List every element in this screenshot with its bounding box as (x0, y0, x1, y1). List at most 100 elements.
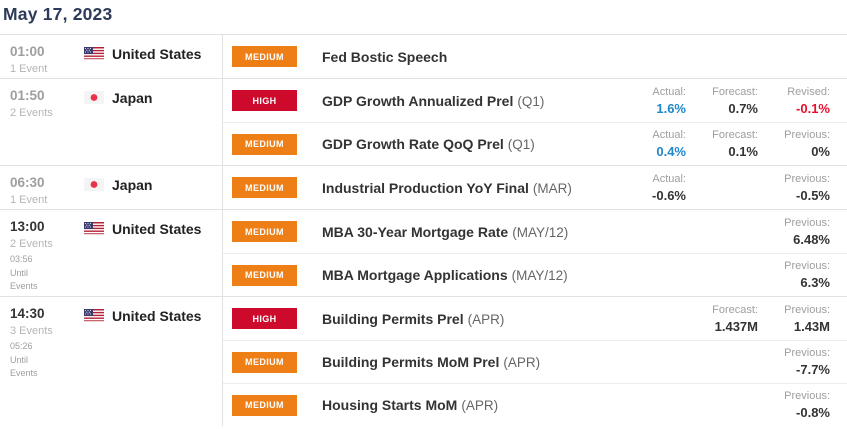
country-cell[interactable]: Japan (84, 166, 152, 209)
value-slot-forecast: Forecast: 0.7% (686, 86, 758, 116)
importance-badge: MEDIUM (232, 46, 297, 67)
importance-badge: MEDIUM (232, 133, 297, 155)
countdown-word-events: Events (10, 368, 38, 378)
countdown-word-events: Events (10, 281, 38, 291)
event-period: (MAR) (532, 180, 572, 196)
countdown-time: 05:26 (10, 341, 33, 351)
event-row[interactable]: HIGH Building Permits Prel (APR) Forecast… (223, 297, 847, 340)
value-label: Previous: (784, 172, 830, 185)
value-slot-empty (614, 260, 686, 290)
value-slot-previous: Previous: -7.7% (758, 347, 830, 377)
calendar-group: 06:30 1 Event Japan MEDIUM Industrial Pr… (0, 165, 847, 209)
event-values: Previous: -0.8% (614, 390, 847, 420)
time-column: 01:00 1 Event (0, 35, 84, 78)
event-name: MBA 30-Year Mortgage Rate (MAY/12) (322, 223, 569, 240)
value-label: Previous: (784, 260, 830, 272)
time-column: 01:50 2 Events (0, 79, 84, 165)
japan-flag-icon (84, 178, 104, 191)
countdown-timer: 03:56 Until Events (10, 253, 84, 294)
event-name: Building Permits MoM Prel (APR) (322, 354, 541, 370)
actual-value: 1.6% (656, 100, 686, 116)
calendar-group: 13:00 2 Events 03:56 Until Events United… (0, 209, 847, 296)
event-period: (MAY/12) (511, 268, 568, 283)
event-row[interactable]: MEDIUM Fed Bostic Speech (223, 35, 847, 78)
event-values: Forecast: 1.437M Previous: 1.43M (614, 304, 847, 334)
japan-flag-icon (84, 91, 104, 104)
previous-value: -7.7% (796, 362, 830, 377)
value-slot-forecast: Forecast: 1.437M (686, 304, 758, 334)
date-header: May 17, 2023 (0, 0, 847, 35)
value-label: Previous: (784, 347, 830, 359)
group-left-cell: 14:30 3 Events 05:26 Until Events United… (0, 297, 223, 426)
value-label: Previous: (784, 129, 830, 141)
previous-value: 6.3% (800, 275, 830, 290)
importance-badge: MEDIUM (232, 394, 297, 416)
us-flag-icon (84, 47, 104, 60)
events-list: HIGH Building Permits Prel (APR) Forecast… (223, 297, 847, 426)
event-row[interactable]: MEDIUM Housing Starts MoM (APR) Previous:… (223, 383, 847, 426)
event-name: MBA Mortgage Applications (MAY/12) (322, 267, 568, 283)
value-slot-empty (686, 217, 758, 247)
countdown-time: 03:56 (10, 254, 33, 264)
time-label: 06:30 (10, 175, 45, 190)
importance-badge: HIGH (232, 90, 297, 111)
time-label: 01:50 (10, 88, 45, 103)
events-list: MEDIUM Industrial Production YoY Final (M… (223, 166, 847, 209)
event-period: (Q1) (507, 137, 535, 152)
events-count: 1 Event (10, 63, 48, 75)
value-slot-empty (614, 347, 686, 377)
event-row[interactable]: MEDIUM MBA 30-Year Mortgage Rate (MAY/12)… (223, 210, 847, 253)
time-label: 13:00 (10, 219, 45, 234)
value-slot-actual: Actual: -0.6% (614, 173, 686, 203)
event-row[interactable]: MEDIUM Building Permits MoM Prel (APR) Pr… (223, 340, 847, 383)
country-cell[interactable]: United States (84, 210, 201, 296)
event-row[interactable]: MEDIUM MBA Mortgage Applications (MAY/12)… (223, 253, 847, 296)
event-row[interactable]: HIGH GDP Growth Annualized Prel (Q1) Actu… (223, 79, 847, 122)
event-name: Building Permits Prel (APR) (322, 310, 505, 327)
events-count: 2 Events (10, 238, 53, 250)
event-row[interactable]: MEDIUM GDP Growth Rate QoQ Prel (Q1) Actu… (223, 122, 847, 165)
event-name: Industrial Production YoY Final (MAR) (322, 179, 572, 196)
value-label: Actual: (652, 172, 686, 185)
country-cell[interactable]: United States (84, 297, 201, 426)
value-slot-empty (686, 390, 758, 420)
value-slot-previous: Previous: -0.8% (758, 390, 830, 420)
country-name: United States (112, 221, 202, 237)
value-label: Previous: (784, 390, 830, 402)
us-flag-icon (84, 309, 104, 322)
event-period: (Q1) (517, 93, 545, 109)
events-list: MEDIUM MBA 30-Year Mortgage Rate (MAY/12)… (223, 210, 847, 296)
importance-badge: MEDIUM (232, 351, 297, 373)
previous-value: 6.48% (793, 231, 830, 247)
calendar-group: 14:30 3 Events 05:26 Until Events United… (0, 296, 847, 426)
value-label: Forecast: (712, 129, 758, 141)
forecast-value: 0.7% (728, 100, 758, 116)
event-values: Actual: 1.6% Forecast: 0.7% Revised: -0.… (614, 86, 847, 116)
value-slot-empty (686, 347, 758, 377)
events-count: 2 Events (10, 107, 53, 119)
countdown-timer: 05:26 Until Events (10, 340, 84, 381)
forecast-value: 1.437M (714, 318, 758, 334)
country-cell[interactable]: United States (84, 35, 201, 78)
value-slot-previous: Previous: 0% (758, 129, 830, 159)
event-name: GDP Growth Rate QoQ Prel (Q1) (322, 136, 535, 152)
value-label: Actual: (652, 85, 686, 98)
value-slot-actual: Actual: 0.4% (614, 129, 686, 159)
time-column: 06:30 1 Event (0, 166, 84, 209)
value-slot-empty (686, 260, 758, 290)
country-cell[interactable]: Japan (84, 79, 152, 165)
actual-value: 0.4% (656, 144, 686, 159)
events-list: HIGH GDP Growth Annualized Prel (Q1) Actu… (223, 79, 847, 165)
value-label: Forecast: (712, 303, 758, 316)
time-column: 14:30 3 Events 05:26 Until Events (0, 297, 84, 426)
previous-value: 1.43M (793, 318, 830, 334)
event-values: Previous: 6.3% (614, 260, 847, 290)
event-values: Actual: 0.4% Forecast: 0.1% Previous: 0% (614, 129, 847, 159)
event-row[interactable]: MEDIUM Industrial Production YoY Final (M… (223, 166, 847, 209)
previous-value: -0.8% (796, 405, 830, 420)
value-label: Previous: (784, 303, 830, 316)
event-values: Previous: -7.7% (614, 347, 847, 377)
calendar-group: 01:00 1 Event United States MEDIUM Fed B… (0, 35, 847, 78)
country-name: United States (112, 46, 202, 62)
value-label: Previous: (784, 216, 830, 229)
